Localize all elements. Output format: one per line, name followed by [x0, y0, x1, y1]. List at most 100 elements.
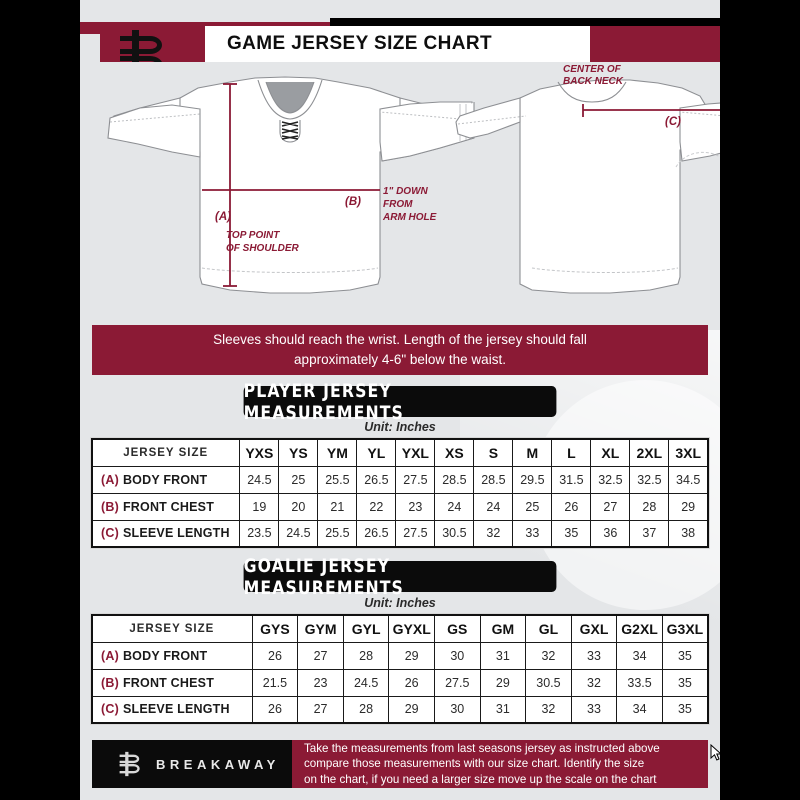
- front-lace-icon: [281, 121, 299, 140]
- table-cell: 21.5: [251, 668, 299, 697]
- player-size-col-s: S: [473, 438, 514, 467]
- player-size-col-yl: YL: [356, 438, 397, 467]
- page-title-box: GAME JERSEY SIZE CHART: [205, 26, 590, 62]
- player-size-col-xs: XS: [434, 438, 475, 467]
- table-cell: 23: [297, 668, 344, 697]
- table-cell: 32: [570, 668, 618, 697]
- table-cell: 22: [356, 492, 397, 521]
- table-cell: 25: [512, 492, 553, 521]
- back-shoulder-seam: [457, 111, 720, 125]
- table-cell: 30: [433, 695, 481, 724]
- goalie-table-body: (A) BODY FRONT 26 27 28 29 30 31 32 33 34 35 (B) FRON…: [91, 641, 709, 724]
- player-table: JERSEY SIZE YXS YS YM YL YXL XS S M L XL 2XL 3XL (A)…: [91, 438, 709, 548]
- measure-tag: (B): [101, 499, 119, 514]
- table-cell: 29: [388, 695, 435, 724]
- footer-instruction-line-3: on the chart, if you need a larger size …: [304, 772, 657, 786]
- table-cell: 26.5: [356, 465, 397, 494]
- measure-tag: (B): [101, 675, 119, 690]
- goalie-size-col-gl: GL: [525, 614, 572, 643]
- header-bar: GAME JERSEY SIZE CHART: [100, 26, 720, 62]
- goalie-size-col-gm: GM: [479, 614, 527, 643]
- footer: BREAKAWAY Take the measurements from las…: [92, 740, 708, 788]
- table-cell: 31: [479, 641, 527, 670]
- front-label-a-desc-2: OF SHOULDER: [226, 243, 300, 254]
- goalie-size-col-gym: GYM: [297, 614, 344, 643]
- table-cell: 23.5: [239, 519, 280, 548]
- player-row-label-1: (B) FRONT CHEST: [91, 492, 241, 521]
- table-cell: 26: [251, 641, 299, 670]
- table-cell: 32: [525, 695, 572, 724]
- table-row: (B) FRONT CHEST 21.5 23 24.5 26 27.5 29 30.5 32 33…: [91, 668, 709, 697]
- player-size-col-m: M: [512, 438, 553, 467]
- back-label-c: (C): [665, 116, 681, 128]
- size-chart-document: GAME JERSEY SIZE CHART: [80, 0, 720, 800]
- goalie-size-col-g3xl: G3XL: [661, 614, 709, 643]
- back-neck-note-2: BACK NECK: [563, 76, 624, 87]
- goalie-size-col-gyxl: GYXL: [388, 614, 435, 643]
- goalie-table: JERSEY SIZE GYS GYM GYL GYXL GS GM GL GXL G2XL G3X…: [91, 614, 709, 724]
- table-cell: 26: [251, 695, 299, 724]
- table-cell: 27.5: [395, 519, 436, 548]
- table-cell: 21: [317, 492, 358, 521]
- table-cell: 25.5: [317, 519, 358, 548]
- table-cell: 38: [668, 519, 709, 548]
- table-cell: 24.5: [278, 519, 319, 548]
- player-row-label-2: (C) SLEEVE LENGTH: [91, 519, 241, 548]
- table-cell: 29: [388, 641, 435, 670]
- table-cell: 30.5: [525, 668, 572, 697]
- table-cell: 24: [434, 492, 475, 521]
- table-cell: 37: [629, 519, 670, 548]
- table-cell: 24.5: [342, 668, 390, 697]
- table-cell: 20: [278, 492, 319, 521]
- back-elbow-guide: [675, 151, 720, 168]
- table-cell: 33: [570, 641, 618, 670]
- measure-tag: (A): [101, 472, 119, 487]
- table-row: (B) FRONT CHEST 19 20 21 22 23 24 24 25 26 27 28 29: [91, 492, 709, 521]
- player-table-body: (A) BODY FRONT 24.5 25 25.5 26.5 27.5 28.5 28.5 2…: [91, 465, 709, 548]
- back-hem-stitch: [531, 267, 679, 273]
- table-row: (C) SLEEVE LENGTH 26 27 28 29 30 31 32 33 34 35: [91, 695, 709, 724]
- footer-instruction-line-1: Take the measurements from last seasons …: [304, 742, 660, 756]
- player-table-header-row: JERSEY SIZE YXS YS YM YL YXL XS S M L XL 2XL 3XL: [91, 438, 709, 467]
- table-row: (C) SLEEVE LENGTH 23.5 24.5 25.5 26.5 27.5 30.5…: [91, 519, 709, 548]
- table-cell: 34: [616, 641, 663, 670]
- player-section-header: PLAYER JERSEY MEASUREMENTS: [243, 380, 557, 424]
- player-size-header: JERSEY SIZE: [91, 438, 241, 467]
- fit-note-line-1: Sleeves should reach the wrist. Length o…: [213, 332, 587, 348]
- player-size-col-yxl: YXL: [395, 438, 436, 467]
- front-left-sleeve: [107, 104, 201, 158]
- front-label-b-desc-2: FROM: [383, 199, 413, 210]
- front-shoulder-seam: [109, 111, 473, 123]
- table-cell: 35: [661, 695, 709, 724]
- table-cell: 29.5: [512, 465, 553, 494]
- goalie-row-label-1: (B) FRONT CHEST: [91, 668, 253, 697]
- table-cell: 27: [297, 641, 344, 670]
- fit-note-line-2: approximately 4-6" below the waist.: [294, 352, 506, 367]
- player-measurements-table: JERSEY SIZE YXS YS YM YL YXL XS S M L XL 2XL 3XL (A)…: [90, 437, 710, 549]
- table-cell: 25: [278, 465, 319, 494]
- table-cell: 31.5: [551, 465, 592, 494]
- goalie-row-label-0: (A) BODY FRONT: [91, 641, 253, 670]
- footer-brand-block: BREAKAWAY: [92, 740, 292, 788]
- table-cell: 29: [668, 492, 709, 521]
- front-label-a-desc-1: TOP POINT: [226, 230, 280, 241]
- page-title: GAME JERSEY SIZE CHART: [227, 33, 492, 54]
- table-row: (A) BODY FRONT 24.5 25 25.5 26.5 27.5 28.5 28.5 2…: [91, 465, 709, 494]
- table-cell: 32: [525, 641, 572, 670]
- table-cell: 25.5: [317, 465, 358, 494]
- player-size-col-l: L: [551, 438, 592, 467]
- goalie-table-header-row: JERSEY SIZE GYS GYM GYL GYXL GS GM GL GXL G2XL G3X…: [91, 614, 709, 643]
- table-cell: 24.5: [239, 465, 280, 494]
- front-measure-lines: [202, 83, 380, 287]
- table-cell: 33: [512, 519, 553, 548]
- table-cell: 33.5: [616, 668, 663, 697]
- table-cell: 30: [433, 641, 481, 670]
- goalie-unit-label: Unit: Inches: [364, 596, 436, 610]
- player-size-col-ys: YS: [278, 438, 319, 467]
- table-cell: 26.5: [356, 519, 397, 548]
- table-cell: 19: [239, 492, 280, 521]
- measure-tag: (C): [101, 702, 119, 717]
- goalie-row-label-2: (C) SLEEVE LENGTH: [91, 695, 253, 724]
- table-cell: 34.5: [668, 465, 709, 494]
